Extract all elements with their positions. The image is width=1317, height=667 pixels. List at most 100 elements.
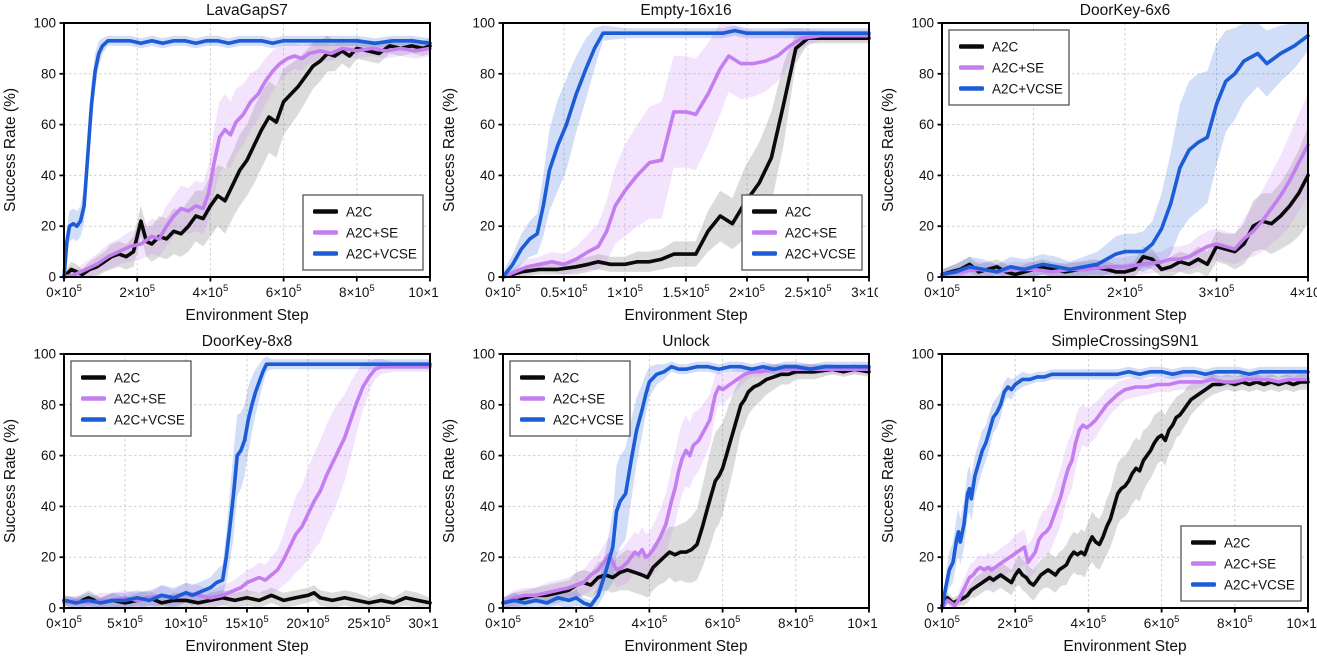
legend: A2C A2C+SE A2C+VCSE [70, 360, 192, 437]
y-tick-label: 80 [41, 66, 56, 81]
y-tick-label: 0 [487, 601, 495, 616]
x-tick-label: 2×105 [119, 283, 155, 300]
x-tick-label: 2.5×105 [785, 283, 832, 300]
y-tick-label: 20 [41, 550, 56, 565]
series-line-a2c [62, 590, 432, 605]
legend: A2C A2C+SE A2C+VCSE [302, 194, 424, 271]
x-tick-label: 1×105 [1016, 283, 1052, 300]
y-axis-label: Success Rate (%) [2, 419, 19, 543]
legend-swatch-a2c-se [313, 230, 338, 235]
y-tick-label: 60 [919, 117, 934, 132]
x-tick-label: 0.5×105 [541, 283, 588, 300]
x-tick-label: 3×105 [1199, 283, 1235, 300]
x-tick-label: 1×105 [607, 283, 643, 300]
legend-swatch-a2c-vcse [520, 417, 545, 422]
series-line-a2c-vcse [501, 364, 871, 608]
y-tick-label: 20 [480, 550, 495, 565]
y-tick-label: 40 [480, 499, 495, 514]
x-tick-label: 0×105 [924, 614, 960, 631]
chart-simplecrossings9n1: 0×105 2×105 4×105 6×105 8×105 10×105 0 20 40 60 80… [878, 331, 1317, 663]
y-tick-label: 100 [472, 347, 495, 362]
legend: A2C A2C+SE A2C+VCSE [948, 29, 1070, 106]
band-a2c-se [64, 359, 430, 608]
legend-swatch-a2c [752, 209, 777, 214]
y-axis-ticks: 0 20 40 60 80 100 [472, 347, 503, 616]
series-line-a2c-se [62, 46, 432, 279]
y-axis-ticks: 0 20 40 60 80 100 [33, 347, 64, 616]
legend-label-a2c-se: A2C+SE [785, 225, 837, 240]
y-tick-label: 40 [41, 168, 56, 183]
y-tick-label: 40 [480, 168, 495, 183]
legend-swatch-a2c-vcse [959, 86, 984, 91]
band-a2c [503, 33, 869, 278]
chart-doorkey-8x8: 0×105 5×105 10×105 15×105 20×105 25×105 30×105… [0, 331, 452, 663]
band-a2c-vcse [64, 35, 430, 278]
legend-label-a2c-se: A2C+SE [992, 60, 1044, 75]
legend-label-a2c-vcse: A2C+VCSE [553, 412, 624, 427]
legend-swatch-a2c-vcse [1191, 582, 1216, 587]
y-tick-label: 100 [911, 347, 934, 362]
y-tick-label: 20 [41, 219, 56, 234]
x-axis-ticks: 0×105 1×105 2×105 3×105 4×105 [924, 277, 1317, 300]
series-line-a2c [501, 36, 871, 279]
x-tick-label: 5×105 [107, 614, 143, 631]
band-a2c-se [503, 23, 869, 277]
x-axis-label: Environment Step [624, 638, 747, 655]
x-tick-label: 0×105 [485, 283, 521, 300]
plot-frame [941, 353, 1309, 609]
x-tick-label: 2×105 [1107, 283, 1143, 300]
legend-swatch-a2c [313, 209, 338, 214]
x-axis-ticks: 0×105 2×105 4×105 6×105 8×105 10×105 [485, 608, 891, 631]
y-axis-ticks: 0 20 40 60 80 100 [911, 16, 942, 285]
legend-label-a2c: A2C [785, 204, 812, 219]
series-line-a2c-vcse [940, 369, 1310, 610]
legend-label-a2c-se: A2C+SE [346, 225, 398, 240]
series-line-a2c-vcse [62, 362, 432, 605]
x-tick-label: 4×105 [1290, 283, 1317, 300]
x-tick-label: 10×105 [164, 614, 207, 631]
band-a2c-vcse [64, 356, 430, 608]
series-line-a2c-se [940, 377, 1310, 610]
band-a2c-se [942, 94, 1308, 277]
legend-label-a2c: A2C [346, 204, 373, 219]
x-tick-label: 30×105 [408, 614, 439, 631]
x-axis-ticks: 0×105 5×105 10×105 15×105 20×105 25×105 30×105 [46, 608, 452, 631]
y-tick-label: 60 [480, 448, 495, 463]
plot-frame [502, 353, 870, 609]
x-tick-label: 0×105 [485, 614, 521, 631]
x-tick-label: 10×105 [847, 614, 878, 631]
band-a2c [503, 364, 869, 608]
series-line-a2c-vcse [940, 33, 1310, 277]
x-axis-label: Environment Step [1063, 638, 1186, 655]
chart-canvas-doorkey-6x6: 0×105 1×105 2×105 3×105 4×105 0 20 40 60 80 100 Doo… [880, 2, 1317, 324]
legend-label-a2c: A2C [1224, 535, 1251, 550]
legend-label-a2c-vcse: A2C+VCSE [785, 246, 856, 261]
band-a2c [942, 127, 1308, 277]
legend-label-a2c-se: A2C+SE [553, 391, 605, 406]
y-tick-label: 40 [919, 499, 934, 514]
y-tick-label: 80 [919, 397, 934, 412]
x-axis-label: Environment Step [1063, 307, 1186, 324]
legend-swatch-a2c-vcse [752, 251, 777, 256]
legend-label-a2c-vcse: A2C+VCSE [114, 412, 185, 427]
legend-swatch-a2c-se [959, 65, 984, 70]
y-axis-label: Success Rate (%) [441, 88, 458, 212]
chart-doorkey-6x6: 0×105 1×105 2×105 3×105 4×105 0 20 40 60 80 100 Doo… [878, 0, 1317, 331]
legend-label-a2c-vcse: A2C+VCSE [992, 81, 1063, 96]
y-axis-label: Success Rate (%) [2, 88, 19, 212]
legend-swatch-a2c-se [1191, 561, 1216, 566]
x-tick-label: 10×105 [1286, 614, 1317, 631]
y-axis-label: Success Rate (%) [880, 419, 897, 543]
legend-swatch-a2c-vcse [81, 417, 106, 422]
x-tick-label: 0×105 [924, 283, 960, 300]
y-tick-label: 80 [41, 397, 56, 412]
x-tick-label: 6×105 [1144, 614, 1180, 631]
legend-label-a2c: A2C [114, 370, 141, 385]
chart-unlock: 0×105 2×105 4×105 6×105 8×105 10×105 0 20 40 60 80… [439, 331, 891, 663]
x-tick-label: 4×105 [632, 614, 668, 631]
x-tick-label: 15×105 [225, 614, 268, 631]
x-tick-label: 8×105 [1217, 614, 1253, 631]
band-a2c [942, 374, 1308, 608]
y-tick-label: 0 [926, 270, 934, 285]
x-tick-label: 10×105 [408, 283, 439, 300]
